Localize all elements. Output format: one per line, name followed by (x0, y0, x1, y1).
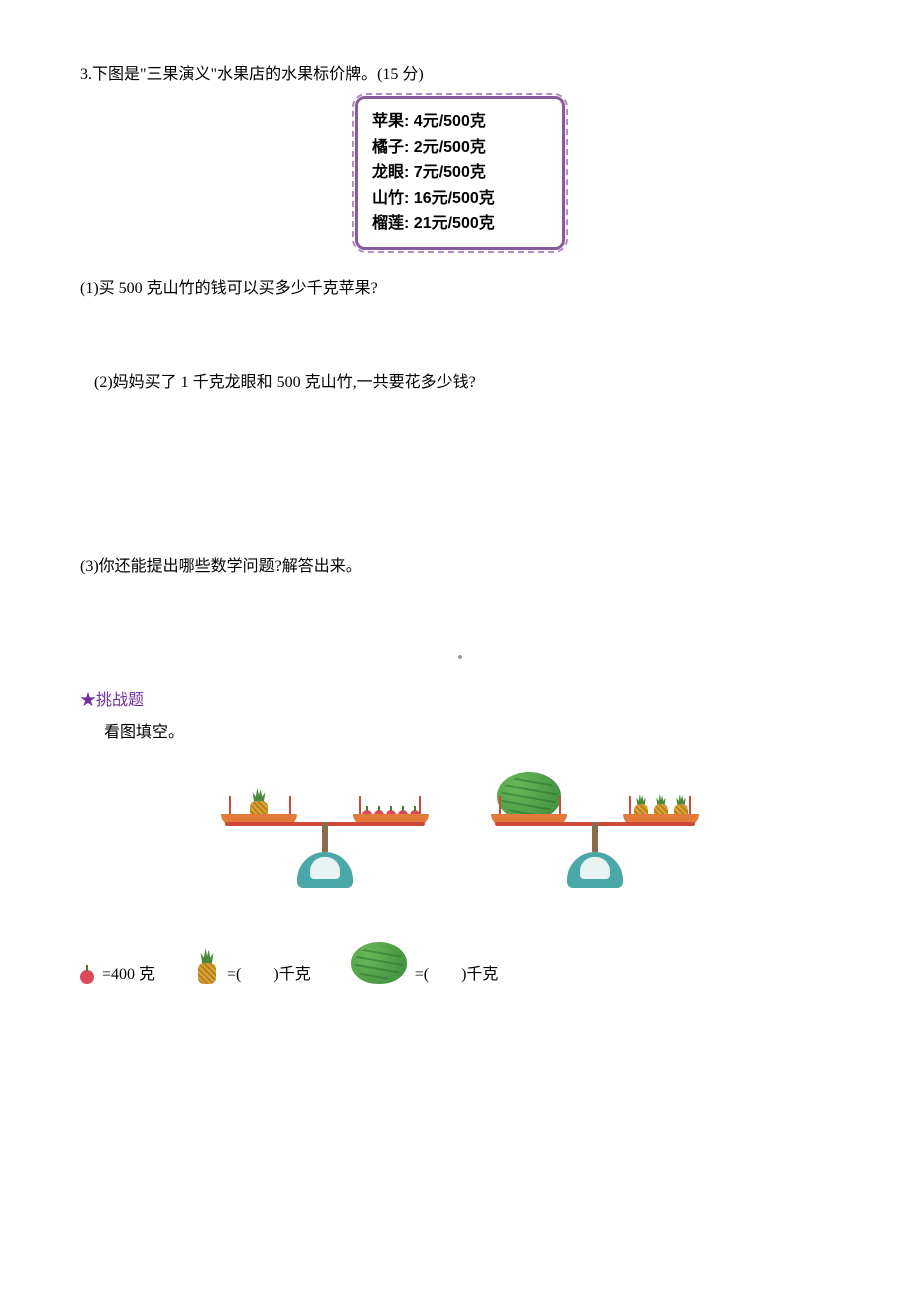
scale-2 (485, 762, 705, 902)
price-row-longan: 龙眼: 7元/500克 (372, 160, 548, 186)
watermelon-equals: =( )千克 (415, 960, 499, 984)
challenge-label: ★挑战题 (80, 686, 840, 710)
fruit-name: 山竹 (372, 190, 404, 207)
price-card: 苹果: 4元/500克 橘子: 2元/500克 龙眼: 7元/500克 山竹: … (355, 96, 565, 250)
fruit-name: 橘子 (372, 139, 404, 156)
fruit-price: 16元/500克 (414, 190, 495, 207)
fruit-name: 龙眼 (372, 164, 404, 181)
fruit-price: 7元/500克 (414, 164, 486, 181)
price-row-orange: 橘子: 2元/500克 (372, 135, 548, 161)
challenge-subtitle: 看图填空。 (104, 718, 840, 742)
scale-1 (215, 762, 435, 902)
pineapple-icon (195, 948, 219, 984)
fruit-price: 21元/500克 (414, 215, 495, 232)
fruit-price: 4元/500克 (414, 113, 486, 130)
q3-title: 3.下图是"三果演义"水果店的水果标价牌。(15 分) (80, 60, 840, 84)
scales-row (80, 762, 840, 902)
fruit-name: 苹果 (372, 113, 404, 130)
price-row-mangosteen: 山竹: 16元/500克 (372, 186, 548, 212)
cherry-equals: =400 克 (102, 960, 155, 984)
fill-row: =400 克 =( )千克 =( )千克 (80, 942, 840, 984)
price-row-durian: 榴莲: 21元/500克 (372, 211, 548, 237)
cherry-icon (80, 970, 94, 984)
fruit-price: 2元/500克 (414, 139, 486, 156)
price-row-apple: 苹果: 4元/500克 (372, 109, 548, 135)
watermelon-icon (351, 942, 407, 984)
q3-sub1: (1)买 500 克山竹的钱可以买多少千克苹果? (80, 274, 840, 298)
fruit-name: 榴莲 (372, 215, 404, 232)
scale2-left-watermelon-icon (491, 772, 567, 820)
q3-sub2: (2)妈妈买了 1 千克龙眼和 500 克山竹,一共要花多少钱? (94, 368, 840, 392)
page-marker-icon (458, 655, 462, 659)
pineapple-equals: =( )千克 (227, 960, 311, 984)
q3-sub3: (3)你还能提出哪些数学问题?解答出来。 (80, 552, 840, 576)
